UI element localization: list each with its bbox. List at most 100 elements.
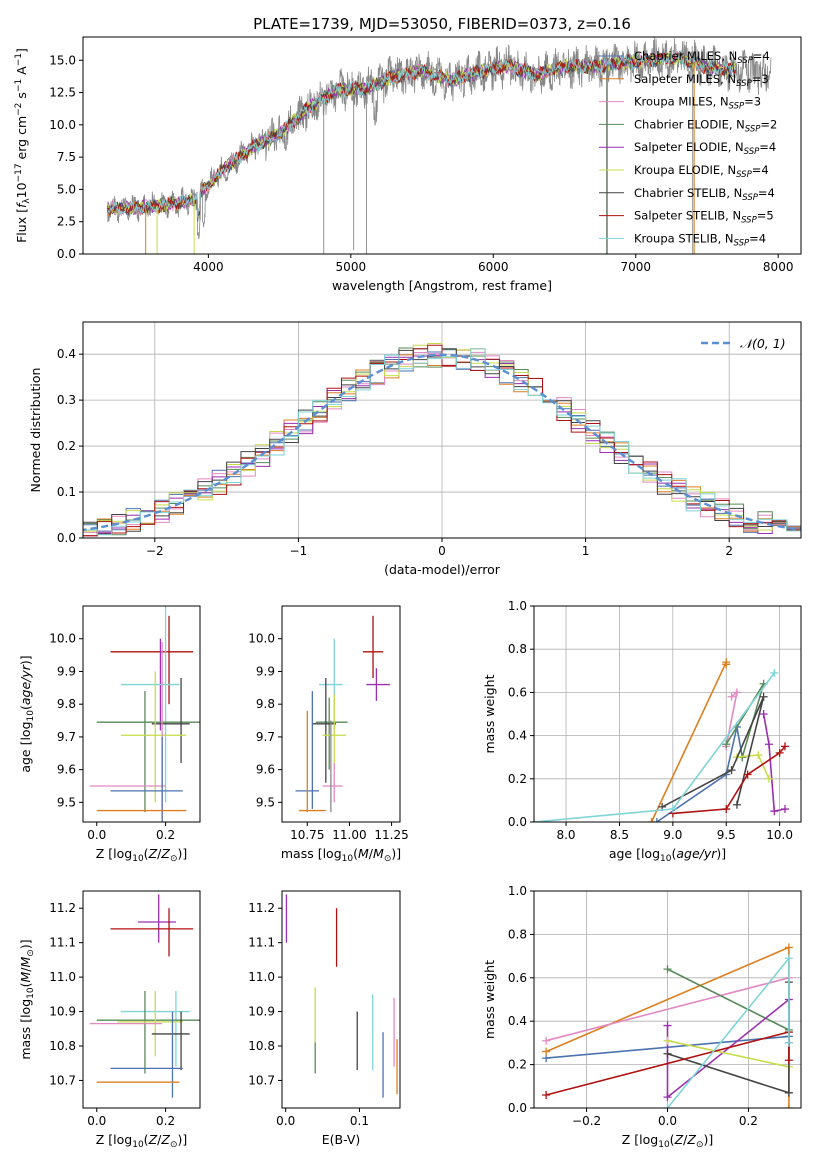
weight-point-marker [784,1056,793,1065]
weight-point-marker [780,805,789,814]
y-tick-label: 0.0 [508,815,527,829]
weight-point-marker [775,748,784,757]
plot-area [285,894,398,1098]
observed-spectrum [106,37,772,240]
y-tick-label: 10.7 [248,1073,275,1087]
y-tick-label: 12.5 [49,86,76,100]
y-tick-label: 0.6 [508,971,527,985]
x-tick-label: 0.0 [658,1114,677,1128]
x-tick-label: 9.5 [717,828,736,842]
x-tick-label: −2 [146,544,164,558]
weight-point-marker [647,818,656,822]
y-tick-label: 0.4 [508,1014,527,1028]
y-tick-label: 9.6 [57,763,76,777]
y-axis-label: Normed distribution [28,368,43,493]
model-fit-line [106,51,736,217]
x-tick-label: 7000 [620,260,651,274]
weight-point-marker [784,954,793,963]
weight-point-marker [784,1088,793,1097]
weight-point-marker [784,1104,793,1108]
x-tick-label: 0.2 [156,828,175,842]
weight-point-marker [727,766,736,775]
weight-point-marker [663,965,672,974]
weight-series-line [667,968,790,1031]
legend-entry-label: Salpeter MILES, NSSP=3 [634,72,769,89]
y-tick-label: 9.7 [256,730,275,744]
mass-vs-extinction-panel: 0.0 0.1 10.7 10.8 10.9 11.0 11.1 11.2 E(B-V) [248,890,401,1147]
y-axis-label: mass weight [482,960,497,1039]
legend-entry-label: 𝒩(0, 1) [740,336,786,351]
plot-area [89,606,200,822]
y-tick-label: 0.2 [508,772,527,786]
legend-entry-label: Salpeter STELIB, NSSP=5 [634,209,774,226]
x-tick-label: 6000 [478,260,509,274]
weight-point-marker [727,692,736,701]
y-tick-label: 5.0 [57,182,76,196]
weight-point-marker [663,1104,672,1108]
y-tick-label: 9.9 [256,664,275,678]
weight-series-line [656,726,744,822]
y-tick-label: 0.1 [57,485,76,499]
x-tick-label: 0.0 [87,828,106,842]
weight-point-marker [542,1047,551,1056]
plot-area [534,658,789,822]
y-tick-label: 9.5 [57,795,76,809]
x-axis-label: E(B-V) [322,1132,361,1147]
x-tick-label: 0.1 [350,1114,369,1128]
weight-point-marker [759,710,768,718]
y-tick-label: 1.0 [508,884,527,898]
y-tick-label: 9.7 [57,730,76,744]
legend-entry-label: Kroupa ELODIE, NSSP=4 [634,163,769,180]
spectrum-panel: 4000 5000 6000 7000 8000 0.0 2.5 5.0 7.5 10.0 12.5… [14,36,802,293]
y-tick-label: 10.0 [49,118,76,132]
weight-point-marker [663,1021,672,1030]
weight-point-marker [722,660,731,669]
y-tick-label: 9.6 [256,763,275,777]
y-axis-label: mass [log10(M/M⊙)] [18,939,36,1059]
y-tick-label: 7.5 [57,150,76,164]
y-tick-label: 10.0 [248,632,275,646]
x-tick-label: 2 [725,544,733,558]
x-tick-label: 0.2 [156,1114,175,1128]
y-tick-label: 11.2 [49,901,76,915]
y-tick-label: 9.5 [256,795,275,809]
weight-series-line [762,713,786,813]
x-tick-label: 10.0 [766,828,793,842]
weight-vs-age-panel: 8.0 8.5 9.0 9.5 10.0 0.0 0.2 0.4 0.6 0.8 1.0 age [l… [482,599,802,864]
weight-series-line [667,1039,790,1068]
weight-point-marker [652,818,661,822]
weight-point-marker [780,742,789,751]
weight-point-marker [764,774,773,783]
x-tick-label: 0 [438,544,446,558]
y-tick-label: 0.8 [508,642,527,656]
x-tick-label: −0.2 [572,1114,601,1128]
x-tick-label: 4000 [193,260,224,274]
axes-frame [82,605,201,823]
y-tick-label: 10.8 [248,1039,275,1053]
y-tick-label: 10.9 [49,1005,76,1019]
y-tick-label: 9.8 [256,697,275,711]
x-tick-label: 1 [582,544,590,558]
axes-frame [533,605,802,823]
age-vs-mass-panel: 10.75 11.00 11.25 9.5 9.6 9.7 9.8 9.9 10.0 mass [… [248,605,409,864]
x-tick-label: 11.25 [374,828,408,842]
x-tick-label: 9.0 [663,828,682,842]
y-tick-label: 9.8 [57,697,76,711]
weight-point-marker [754,751,763,760]
weight-point-marker [722,805,731,814]
x-tick-label: 0.0 [87,1114,106,1128]
y-tick-label: 10.8 [49,1039,76,1053]
weight-series-line [672,745,786,815]
weight-series-line [650,661,728,822]
spectrum-legend: Chabrier MILES, NSSP=4 Salpeter MILES, NS… [599,49,777,248]
y-tick-label: 1.0 [508,599,527,613]
model-fit-line [107,52,736,216]
y-tick-label: 10.0 [49,632,76,646]
legend-entry-label: Salpeter ELODIE, NSSP=4 [634,140,776,157]
x-tick-label: 0.2 [739,1114,758,1128]
y-tick-label: 11.0 [248,970,275,984]
y-tick-label: 0.0 [57,531,76,545]
y-tick-label: 0.3 [57,393,76,407]
x-axis-label: wavelength [Angstrom, rest frame] [332,278,552,293]
y-tick-label: 0.8 [508,927,527,941]
